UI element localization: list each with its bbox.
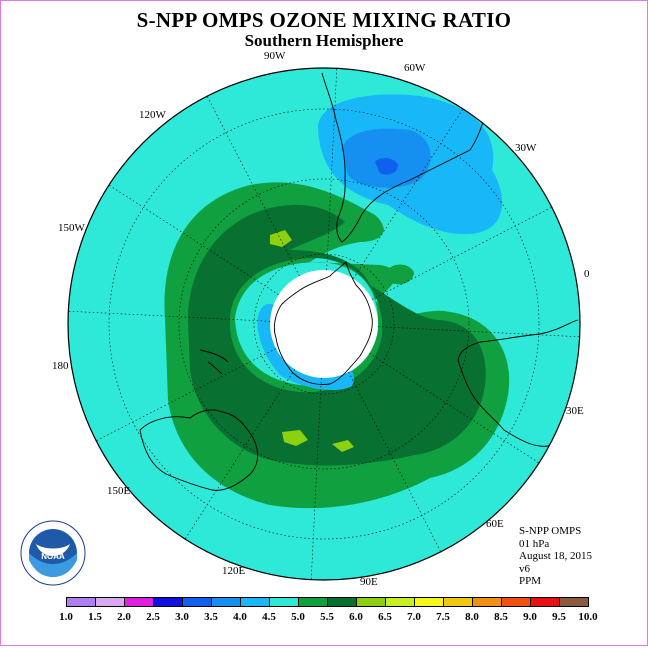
colorbar-tick-label: 5.0 (291, 611, 305, 623)
colorbar-swatch (472, 597, 502, 607)
south-america-coastline (321, 72, 501, 243)
map-subtitle: Southern Hemisphere (244, 31, 404, 50)
units-label: PPM (519, 575, 542, 587)
meridian-line (68, 310, 271, 322)
meridian-line (108, 184, 279, 295)
lon-label-0: 0 (584, 268, 590, 280)
antarctica-coastline (273, 261, 373, 385)
latitude-circle (178, 178, 470, 470)
meridian-line (184, 369, 295, 540)
colorbar-tick-label: 1.0 (59, 611, 73, 623)
meridian-line (377, 326, 580, 338)
colorbar-swatch (501, 597, 531, 607)
date-label: August 18, 2015 (519, 550, 593, 562)
meridian-line (206, 96, 300, 277)
colorbar-tick-label: 10.0 (578, 611, 598, 623)
ozone-band-5-5-patch (386, 264, 414, 285)
colorbar-tick-label: 9.5 (552, 611, 566, 623)
meridian-line (326, 68, 338, 271)
australia-coastline (139, 409, 258, 491)
map-title: S-NPP OMPS OZONE MIXING RATIO (136, 8, 512, 32)
colorbar-swatch (414, 597, 444, 607)
ozone-peak-6-5 (282, 430, 308, 446)
latitude-circle (108, 108, 540, 540)
meridian-line (371, 206, 552, 300)
pressure-level-label: 01 hPa (519, 537, 550, 550)
ozone-band-6-0 (188, 204, 486, 466)
ozone-peak-6-5 (270, 230, 292, 247)
ozone-peak-6-5 (332, 440, 354, 452)
meridian-line (369, 353, 540, 464)
lon-label-30e: 30E (566, 405, 584, 417)
colorbar-tick-label: 7.5 (436, 611, 450, 623)
info-block: S-NPP OMPS 01 hPa August 18, 2015 v6 PPM (519, 525, 592, 588)
lon-label-150e: 150E (107, 485, 131, 497)
map-border (67, 67, 581, 581)
colorbar-swatch (153, 597, 183, 607)
lon-label-90w: 90W (264, 50, 286, 62)
colorbar-tick-label: 8.5 (494, 611, 508, 623)
new-zealand-coastline (199, 349, 229, 375)
colorbar-tick-label: 8.0 (465, 611, 479, 623)
ozone-low-region-3-0 (375, 158, 398, 175)
noaa-logo-text: NOAA (41, 552, 65, 561)
colorbar-swatch (124, 597, 154, 607)
colorbar-tick-label: 7.0 (407, 611, 421, 623)
colorbar-tick-label: 2.5 (146, 611, 160, 623)
meridian-line (96, 348, 277, 442)
noaa-logo: NOAA (20, 520, 86, 586)
lon-label-60e: 60E (486, 518, 504, 530)
latitude-circle (253, 253, 395, 395)
version-label: v6 (519, 562, 530, 575)
colorbar-tick-label: 3.0 (175, 611, 189, 623)
colorbar-tick-label: 4.5 (262, 611, 276, 623)
colorbar-swatch (530, 597, 560, 607)
colorbar-swatch (356, 597, 386, 607)
colorbar-swatch (182, 597, 212, 607)
lon-label-60w: 60W (404, 62, 426, 74)
meridian-lines (68, 68, 580, 580)
map-disk (68, 68, 580, 580)
colorbar-swatch (385, 597, 415, 607)
colorbar-swatch (240, 597, 270, 607)
lon-label-120e: 120E (222, 565, 246, 577)
colorbar-swatch (559, 597, 589, 607)
graticule (68, 68, 580, 580)
lon-label-180: 180 (52, 360, 69, 372)
meridian-line (310, 377, 322, 580)
ozone-band-5-5-patch (352, 218, 384, 238)
colorbar-tick-label: 5.5 (320, 611, 334, 623)
colorbar-swatch (95, 597, 125, 607)
meridian-line (353, 108, 464, 279)
colorbar-swatch (269, 597, 299, 607)
lon-label-90e: 90E (360, 576, 378, 588)
colorbar-tick-label: 6.5 (378, 611, 392, 623)
polar-no-data-cap (270, 270, 378, 378)
lon-label-120w: 120W (139, 109, 166, 121)
colorbar-swatch (211, 597, 241, 607)
colorbar-tick-label: 2.0 (117, 611, 131, 623)
colorbar-swatch (66, 597, 96, 607)
colorbar-tick-label: 1.5 (88, 611, 102, 623)
colorbar-tick-label: 3.5 (204, 611, 218, 623)
colorbar-swatch (443, 597, 473, 607)
colorbar-tick-label: 6.0 (349, 611, 363, 623)
colorbar-swatch (298, 597, 328, 607)
colorbar-tick-label: 4.0 (233, 611, 247, 623)
instrument-label: S-NPP OMPS (519, 525, 582, 537)
colorbar-swatch (327, 597, 357, 607)
lon-label-150w: 150W (58, 222, 85, 234)
meridian-line (348, 371, 442, 552)
lon-label-30w: 30W (515, 142, 537, 154)
colorbar-tick-label: 9.0 (523, 611, 537, 623)
